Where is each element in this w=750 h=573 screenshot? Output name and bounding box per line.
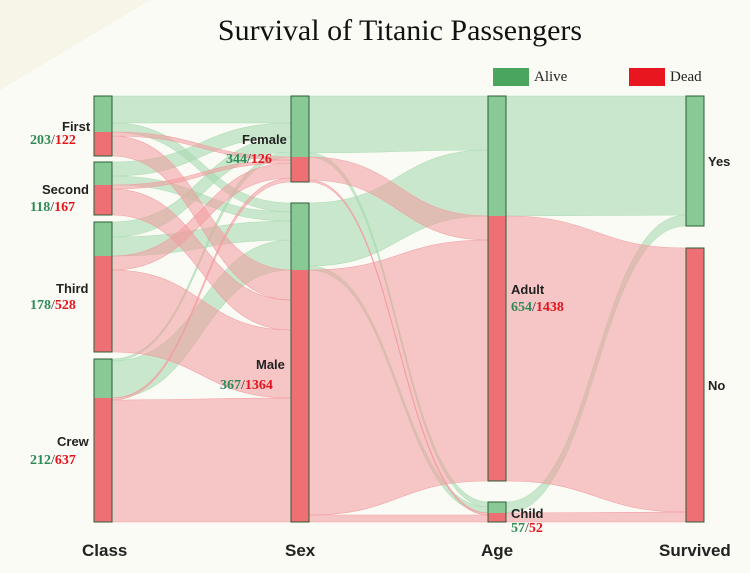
node-second-alive-segment [94, 162, 112, 185]
node-bar-no [685, 247, 705, 523]
legend-dead-swatch [629, 68, 665, 86]
node-bars [93, 95, 705, 523]
node-bar-male [290, 202, 310, 523]
node-crew-alive-segment [94, 359, 112, 398]
flow-crew-male-dead [111, 397, 292, 523]
axis-label-class: Class [82, 541, 128, 560]
node-third-dead-segment [94, 256, 112, 352]
node-first-dead-segment [94, 132, 112, 156]
flow-male-adult-dead [308, 239, 489, 516]
node-child-outline [487, 501, 507, 523]
legend-dead: Dead [629, 67, 702, 87]
node-first-alive-segment [94, 96, 112, 132]
node-adult-alive-segment [488, 96, 506, 216]
node-label-no: No [708, 378, 726, 393]
node-label-adult: Adult [511, 282, 545, 297]
flow-female-adult-alive [308, 95, 489, 154]
node-child-dead-segment [488, 513, 506, 522]
node-counts-third: 178/528 [30, 298, 76, 313]
node-crew-outline [93, 358, 113, 523]
node-counts-second: 118/167 [30, 200, 76, 215]
legend-alive-swatch [493, 68, 529, 86]
node-adult-dead-segment [488, 216, 506, 481]
node-yes-outline [685, 95, 705, 227]
node-male-dead-segment [291, 270, 309, 522]
flow-first-female-alive [111, 95, 292, 124]
flow-male-child-dead [308, 514, 489, 523]
node-bar-first [93, 95, 113, 157]
node-counts-adult: 654/1438 [511, 300, 564, 315]
node-label-yes: Yes [708, 154, 731, 169]
node-label-third: Third [56, 281, 89, 296]
node-no-outline [685, 247, 705, 523]
node-label-child: Child [511, 506, 544, 521]
legend-alive-label: Alive [534, 68, 568, 85]
flow-bands [111, 95, 687, 523]
node-counts-male: 367/1364 [220, 378, 273, 393]
node-bar-adult [487, 95, 507, 482]
node-counts-child: 57/52 [511, 521, 543, 536]
node-label-female: Female [242, 132, 287, 147]
node-bar-second [93, 161, 113, 216]
node-female-alive-segment [291, 96, 309, 157]
legend-alive: Alive [493, 67, 567, 87]
node-bar-child [487, 501, 507, 523]
node-male-outline [290, 202, 310, 523]
node-bar-female [290, 95, 310, 183]
chart-title: Survival of Titanic Passengers [217, 14, 583, 47]
node-third-outline [93, 221, 113, 353]
node-second-dead-segment [94, 185, 112, 215]
flow-adult-no-dead [505, 215, 687, 513]
node-label-crew: Crew [57, 434, 89, 449]
node-counts-first: 203/122 [30, 133, 76, 148]
axis-label-age: Age [481, 541, 514, 560]
node-yes-alive-segment [686, 96, 704, 226]
node-male-alive-segment [291, 203, 309, 270]
node-label-second: Second [42, 182, 89, 197]
node-label-first: First [62, 119, 91, 134]
axis-label-sex: Sex [285, 541, 316, 560]
node-label-male: Male [256, 357, 285, 372]
node-third-alive-segment [94, 222, 112, 256]
legend-dead-label: Dead [670, 68, 702, 85]
node-female-outline [290, 95, 310, 183]
node-bar-third [93, 221, 113, 353]
node-first-outline [93, 95, 113, 157]
node-crew-dead-segment [94, 398, 112, 522]
node-female-dead-segment [291, 157, 309, 182]
node-bar-crew [93, 358, 113, 523]
node-no-dead-segment [686, 248, 704, 522]
node-child-alive-segment [488, 502, 506, 513]
node-second-outline [93, 161, 113, 216]
flow-adult-yes-alive [505, 95, 687, 217]
node-adult-outline [487, 95, 507, 482]
axis-label-survived: Survived [659, 541, 731, 560]
node-counts-crew: 212/637 [30, 453, 76, 468]
node-counts-female: 344/126 [226, 152, 272, 167]
node-bar-yes [685, 95, 705, 227]
